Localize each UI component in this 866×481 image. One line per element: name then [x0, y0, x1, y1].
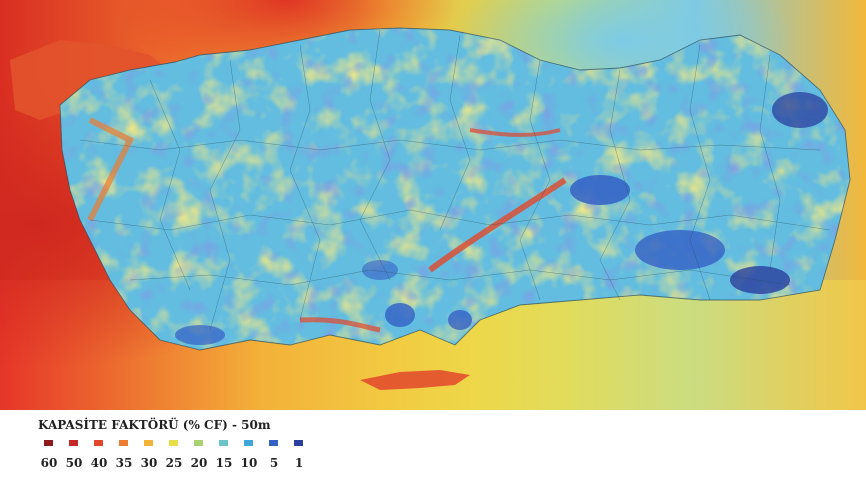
legend-label-15: 15	[215, 456, 233, 470]
legend-swatches	[38, 440, 328, 450]
legend-swatch-60	[44, 440, 53, 446]
legend-label-50: 50	[65, 456, 83, 470]
legend-swatch-20	[194, 440, 203, 446]
legend-label-60: 60	[40, 456, 58, 470]
legend-label-1: 1	[294, 456, 304, 470]
wind-capacity-map	[0, 0, 866, 410]
legend-swatch-25	[169, 440, 178, 446]
cyprus-island	[360, 370, 470, 390]
legend-label-40: 40	[90, 456, 108, 470]
legend-swatch-35	[119, 440, 128, 446]
legend-swatch-40	[94, 440, 103, 446]
legend-swatch-10	[244, 440, 253, 446]
legend-label-20: 20	[190, 456, 208, 470]
legend-label-30: 30	[140, 456, 158, 470]
legend-label-5: 5	[269, 456, 279, 470]
legend-swatch-1	[294, 440, 303, 446]
legend: KAPASİTE FAKTÖRÜ (% CF) - 50m 60 50 40 35 30…	[38, 418, 338, 476]
anatolia-land	[60, 28, 850, 350]
legend-swatch-15	[219, 440, 228, 446]
province-borders	[79, 29, 831, 331]
legend-label-35: 35	[115, 456, 133, 470]
legend-labels: 60 50 40 35 30 25 20 15 10 5 1	[38, 456, 328, 472]
legend-swatch-30	[144, 440, 153, 446]
legend-label-25: 25	[165, 456, 183, 470]
legend-swatch-5	[269, 440, 278, 446]
legend-label-10: 10	[240, 456, 258, 470]
legend-title: KAPASİTE FAKTÖRÜ (% CF) - 50m	[38, 418, 271, 432]
legend-swatch-50	[69, 440, 78, 446]
